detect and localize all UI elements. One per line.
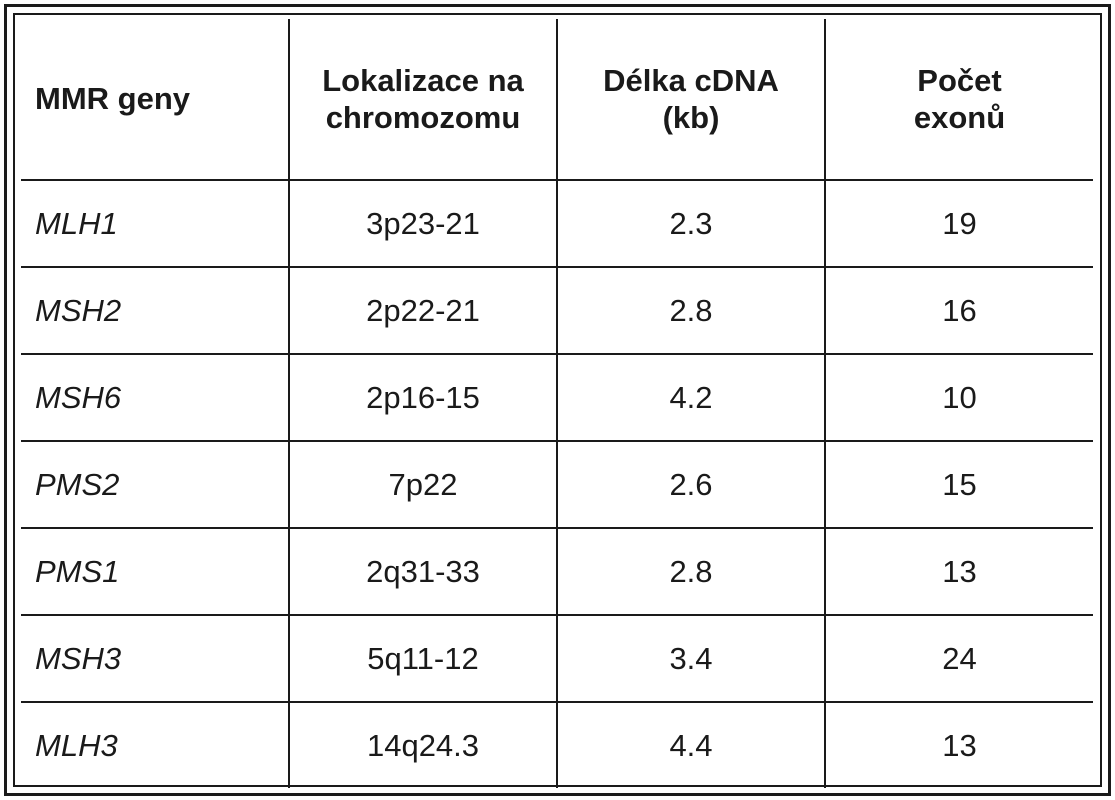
- header-mmr-genes: MMR geny: [21, 19, 290, 181]
- location-cell: 3p23-21: [288, 179, 558, 268]
- gene-cell: MSH3: [21, 614, 290, 703]
- exon-count-cell: 15: [824, 440, 1093, 529]
- header-exon-count: Počet exonů: [824, 19, 1093, 181]
- exon-count-cell: 13: [824, 701, 1093, 788]
- cdna-length-cell: 2.3: [556, 179, 826, 268]
- header-chromosome-location-label: Lokalizace na chromozomu: [322, 62, 524, 135]
- gene-cell: MSH2: [21, 266, 290, 355]
- table-outer-frame: [4, 4, 1111, 796]
- location-cell: 5q11-12: [288, 614, 558, 703]
- table-row: MSH6 2p16-15 4.2 10: [21, 353, 1093, 442]
- mmr-genes-table: MMR geny Lokalizace na chromozomu Délka …: [21, 19, 1093, 788]
- cdna-length-cell: 2.6: [556, 440, 826, 529]
- header-cdna-length-label: Délka cDNA (kb): [603, 62, 779, 135]
- gene-cell: MSH6: [21, 353, 290, 442]
- table-row: MLH1 3p23-21 2.3 19: [21, 179, 1093, 268]
- location-cell: 7p22: [288, 440, 558, 529]
- gene-cell: MLH3: [21, 701, 290, 788]
- cdna-length-cell: 2.8: [556, 266, 826, 355]
- table-row: MLH3 14q24.3 4.4 13: [21, 701, 1093, 788]
- table-header-row: MMR geny Lokalizace na chromozomu Délka …: [21, 19, 1093, 181]
- exon-count-cell: 13: [824, 527, 1093, 616]
- cdna-length-cell: 2.8: [556, 527, 826, 616]
- header-exon-count-label: Počet exonů: [913, 62, 1006, 135]
- table-row: PMS2 7p22 2.6 15: [21, 440, 1093, 529]
- location-cell: 2p16-15: [288, 353, 558, 442]
- header-cdna-length: Délka cDNA (kb): [556, 19, 826, 181]
- table-row: MSH2 2p22-21 2.8 16: [21, 266, 1093, 355]
- exon-count-cell: 10: [824, 353, 1093, 442]
- exon-count-cell: 24: [824, 614, 1093, 703]
- cdna-length-cell: 4.2: [556, 353, 826, 442]
- header-mmr-genes-label: MMR geny: [35, 81, 190, 117]
- header-chromosome-location: Lokalizace na chromozomu: [288, 19, 558, 181]
- table-row: PMS1 2q31-33 2.8 13: [21, 527, 1093, 616]
- gene-cell: PMS2: [21, 440, 290, 529]
- gene-cell: PMS1: [21, 527, 290, 616]
- cdna-length-cell: 4.4: [556, 701, 826, 788]
- gene-cell: MLH1: [21, 179, 290, 268]
- table-row: MSH3 5q11-12 3.4 24: [21, 614, 1093, 703]
- location-cell: 2q31-33: [288, 527, 558, 616]
- location-cell: 2p22-21: [288, 266, 558, 355]
- exon-count-cell: 19: [824, 179, 1093, 268]
- exon-count-cell: 16: [824, 266, 1093, 355]
- cdna-length-cell: 3.4: [556, 614, 826, 703]
- location-cell: 14q24.3: [288, 701, 558, 788]
